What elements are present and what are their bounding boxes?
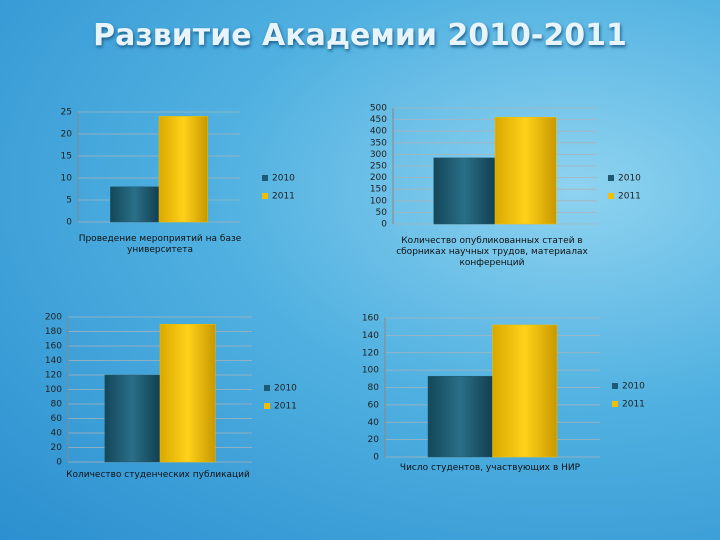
legend-label: 2010 xyxy=(274,384,297,394)
y-tick-label: 250 xyxy=(370,162,387,172)
bar xyxy=(494,117,557,225)
y-tick-label: 200 xyxy=(370,173,387,183)
y-tick-label: 180 xyxy=(45,327,62,337)
legend-swatch xyxy=(264,385,270,391)
y-tick-label: 350 xyxy=(370,138,387,148)
legend-swatch xyxy=(262,175,268,181)
y-tick-label: 160 xyxy=(362,314,379,324)
y-tick-label: 25 xyxy=(61,108,72,118)
legend-label: 2010 xyxy=(622,382,645,392)
y-tick-label: 0 xyxy=(373,453,379,463)
y-tick-label: 80 xyxy=(51,400,63,410)
category-label: Проведение мероприятий на базе университ… xyxy=(78,234,242,255)
y-tick-label: 15 xyxy=(61,152,72,162)
y-tick-label: 40 xyxy=(51,429,63,439)
legend-swatch xyxy=(262,193,268,199)
y-tick-label: 200 xyxy=(45,313,62,323)
y-tick-label: 60 xyxy=(51,414,63,424)
y-tick-label: 20 xyxy=(61,130,73,140)
y-tick-label: 0 xyxy=(66,218,72,228)
y-tick-label: 450 xyxy=(370,115,387,125)
legend-swatch xyxy=(608,175,614,181)
y-tick-label: 80 xyxy=(368,383,380,393)
y-tick-label: 400 xyxy=(370,127,387,137)
bar xyxy=(159,324,216,463)
y-tick-label: 100 xyxy=(45,385,62,395)
legend-swatch xyxy=(612,401,618,407)
legend-label: 2010 xyxy=(618,174,641,184)
category-label: Число студентов, участвующих в НИР xyxy=(399,463,581,473)
y-tick-label: 160 xyxy=(45,342,62,352)
legend-label: 2011 xyxy=(272,192,295,202)
bar xyxy=(104,374,161,463)
bar xyxy=(110,186,160,223)
y-tick-label: 20 xyxy=(51,443,63,453)
y-tick-label: 100 xyxy=(362,366,379,376)
y-tick-label: 50 xyxy=(376,208,388,218)
y-tick-label: 0 xyxy=(56,458,62,468)
y-tick-label: 500 xyxy=(370,104,387,114)
y-tick-label: 20 xyxy=(368,435,380,445)
legend-label: 2010 xyxy=(272,174,295,184)
legend-swatch xyxy=(612,383,618,389)
y-tick-label: 140 xyxy=(362,331,379,341)
y-tick-label: 120 xyxy=(362,348,379,358)
y-tick-label: 10 xyxy=(61,174,73,184)
y-tick-label: 120 xyxy=(45,371,62,381)
slide-title: Развитие Академии 2010-2011 xyxy=(93,18,627,53)
legend-label: 2011 xyxy=(622,400,645,410)
y-tick-label: 100 xyxy=(370,196,387,206)
bar xyxy=(427,375,493,458)
legend-swatch xyxy=(608,193,614,199)
y-tick-label: 150 xyxy=(370,185,387,195)
category-label: Количество студенческих публикаций xyxy=(66,470,250,480)
legend-label: 2011 xyxy=(274,402,297,412)
legend-swatch xyxy=(264,403,270,409)
legend-label: 2011 xyxy=(618,192,641,202)
category-label: Количество опубликованных статей в сборн… xyxy=(396,236,588,268)
y-tick-label: 300 xyxy=(370,150,387,160)
y-tick-label: 60 xyxy=(368,400,380,410)
y-tick-label: 5 xyxy=(66,196,72,206)
y-tick-label: 40 xyxy=(368,418,380,428)
y-tick-label: 0 xyxy=(381,220,387,230)
bar xyxy=(158,116,208,223)
bar xyxy=(492,324,558,458)
bar xyxy=(433,157,496,225)
y-tick-label: 140 xyxy=(45,356,62,366)
